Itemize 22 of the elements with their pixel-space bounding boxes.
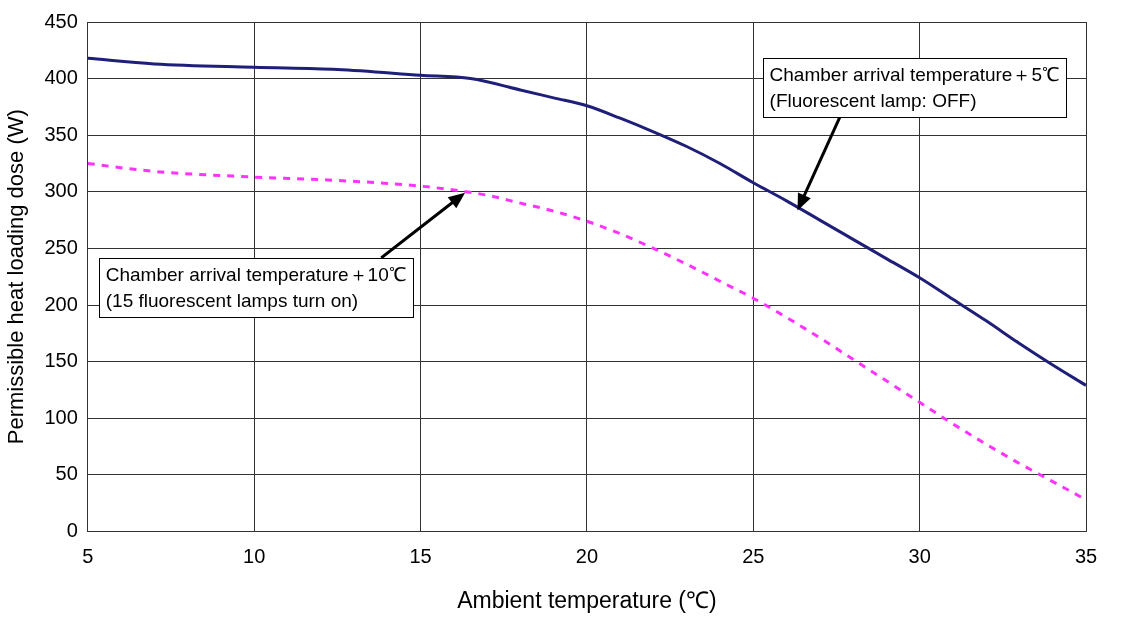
x-axis-title: Ambient temperature (℃)	[457, 586, 717, 613]
x-tick-label: 30	[908, 544, 931, 567]
y-axis-title: Permissible heat loading dose (W)	[3, 109, 29, 445]
y-tick-label: 100	[44, 405, 78, 428]
y-tick-label: 150	[44, 349, 78, 372]
y-tick-label: 0	[66, 518, 78, 541]
y-tick-label: 300	[44, 179, 78, 202]
y-tick-label: 400	[44, 66, 78, 89]
x-tick-label: 5	[82, 544, 94, 567]
y-tick-label: 50	[55, 462, 78, 485]
y-tick-label: 250	[44, 235, 78, 258]
annotation: Chamber arrival temperature＋10℃ (15 fluorescent lamps turn on)	[98, 257, 414, 318]
x-tick-label: 15	[409, 544, 432, 567]
x-tick-label: 10	[243, 544, 266, 567]
annotation: Chamber arrival temperature＋5℃ (Fluorescent lamp: OFF)	[762, 57, 1068, 118]
x-tick-label: 35	[1074, 544, 1098, 567]
y-tick-label: 450	[44, 9, 78, 32]
x-tick-label: 25	[742, 544, 765, 567]
y-tick-label: 350	[44, 122, 78, 145]
y-tick-label: 200	[44, 292, 78, 315]
x-tick-label: 20	[575, 544, 599, 567]
line-series	[87, 56, 1086, 387]
